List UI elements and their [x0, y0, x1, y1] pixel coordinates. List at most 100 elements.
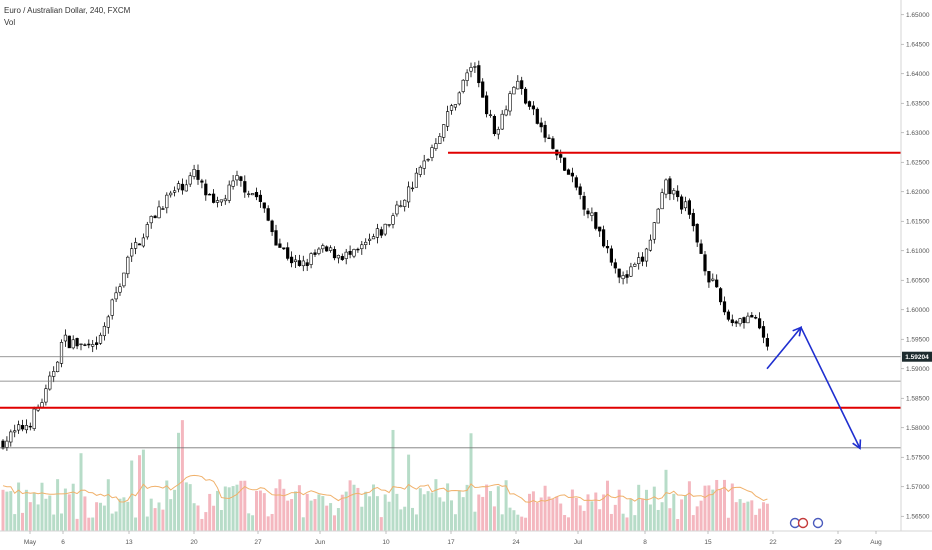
volume-bar [52, 514, 56, 531]
volume-bar [430, 492, 434, 531]
volume-bar [48, 495, 52, 531]
volume-bar [765, 503, 769, 531]
price-axis-tick-label: 1.60000 [906, 307, 930, 314]
volume-bar [192, 503, 196, 531]
candle-body [67, 335, 71, 349]
price-axis[interactable]: 1.65000 1.64500 1.64000 1.63500 1.63000 1.625… [901, 12, 930, 521]
candle-body [5, 440, 9, 448]
volume-bar [270, 513, 274, 531]
volume-bar [703, 485, 707, 531]
volume-bar [391, 429, 395, 531]
volume-bar [83, 496, 87, 531]
volume-bar [680, 499, 684, 531]
price-axis-tick-label: 1.62000 [906, 189, 930, 196]
price-axis-tick-label: 1.58000 [906, 425, 930, 432]
candle-body [55, 361, 60, 373]
volume-bar [227, 487, 231, 531]
candle-body [208, 193, 212, 196]
volume-bar [457, 490, 461, 531]
volume-bar [535, 502, 539, 531]
volume-bar [598, 509, 602, 531]
candle-body [683, 201, 688, 209]
candle-body [414, 172, 419, 188]
candle-body [1, 440, 5, 449]
candle-body [204, 183, 208, 196]
volume-bar [106, 479, 110, 531]
volume-bar [699, 500, 703, 531]
volume-bar [438, 497, 442, 531]
volume-bar [352, 484, 356, 531]
candle-body [730, 319, 734, 324]
candle-body [469, 67, 473, 72]
volume-bar [141, 449, 145, 531]
price-axis-tick-label: 1.63500 [906, 101, 930, 108]
price-axis-tick-label: 1.62500 [906, 160, 930, 167]
candle-body [633, 263, 637, 267]
volume-bar [567, 517, 570, 531]
price-tag: 1.59204 [902, 351, 932, 362]
price-axis-tick-label: 1.57500 [906, 455, 930, 462]
volume-bar [200, 518, 204, 531]
volume-bar [477, 494, 481, 531]
volume-bar [368, 496, 372, 531]
volume-bar [426, 491, 430, 531]
volume-bar [762, 502, 765, 531]
candle-body [668, 178, 672, 195]
volume-bar [262, 493, 266, 531]
volume-bar [126, 501, 130, 531]
volume-bar [641, 498, 645, 531]
volume-bar [691, 515, 695, 531]
candle-body [687, 200, 691, 215]
candle-body [371, 236, 376, 240]
volume-label[interactable]: Vol [4, 18, 16, 27]
volume-bar [138, 455, 141, 531]
candle-body [535, 108, 539, 124]
candle-body [617, 268, 621, 278]
volume-bar [656, 509, 660, 531]
chart-header: Euro / Australian Dollar, 240, FXCM Vol [4, 5, 130, 29]
projection-arrow[interactable] [766, 325, 862, 450]
volume-bar [520, 516, 524, 531]
candle-body [652, 222, 656, 240]
candle-body [360, 244, 364, 250]
volume-bar [317, 494, 321, 531]
candle-body [219, 199, 224, 203]
candle-body [325, 246, 329, 252]
time-axis[interactable]: May 6 13 20 27 Jun 10 17 24 Jul 8 15 22 29 Aug [24, 531, 882, 546]
candle-body [153, 215, 157, 219]
volume-bar [594, 492, 598, 531]
volume-bar [17, 482, 21, 531]
candle-body [235, 175, 239, 181]
event-icons[interactable] [789, 517, 824, 529]
volume-bar [204, 512, 208, 531]
volume-bar [247, 513, 251, 531]
candle-body [91, 344, 95, 347]
volume-bar [5, 491, 9, 531]
candle-body [126, 256, 130, 275]
candle-body [434, 143, 438, 149]
candle-body [601, 229, 606, 247]
event-icon-news[interactable] [812, 517, 824, 529]
volume-bar [67, 494, 71, 531]
candle-body [527, 101, 532, 107]
candle-body [559, 154, 563, 158]
volume-bar [629, 498, 633, 531]
volume-bar [216, 490, 219, 531]
volume-bar [539, 497, 543, 531]
volume-bar [711, 489, 715, 531]
event-icon-earnings[interactable] [797, 517, 809, 529]
volume-bar [387, 501, 391, 531]
candle-body [715, 279, 719, 288]
time-axis-tick-label: 6 [61, 539, 65, 546]
candle-body [644, 248, 649, 262]
horizontal-levels[interactable] [0, 151, 901, 449]
symbol-title[interactable]: Euro / Australian Dollar, 240, FXCM [4, 6, 131, 15]
volume-bar [169, 499, 173, 531]
candle-body [508, 93, 512, 112]
candle-body [738, 318, 742, 325]
candle-body [566, 169, 571, 175]
candle-body [664, 179, 668, 195]
candle-body [48, 375, 52, 390]
